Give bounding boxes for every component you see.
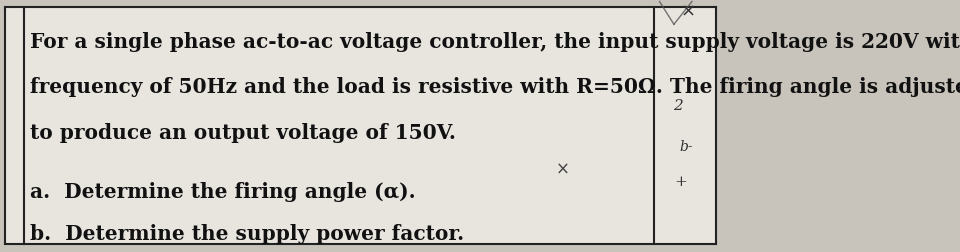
Text: 2: 2 — [673, 99, 683, 113]
Text: to produce an output voltage of 150V.: to produce an output voltage of 150V. — [31, 122, 456, 142]
FancyBboxPatch shape — [5, 8, 24, 244]
Text: b.  Determine the supply power factor.: b. Determine the supply power factor. — [31, 223, 465, 243]
FancyBboxPatch shape — [655, 8, 716, 244]
Text: frequency of 50Hz and the load is resistive with R=50Ω. The firing angle is adju: frequency of 50Hz and the load is resist… — [31, 77, 960, 97]
Text: ×: × — [681, 3, 696, 20]
FancyBboxPatch shape — [24, 8, 655, 244]
Text: a.  Determine the firing angle (α).: a. Determine the firing angle (α). — [31, 181, 416, 201]
Text: b-: b- — [680, 139, 693, 153]
Text: +: + — [675, 174, 687, 188]
Text: ×: × — [555, 160, 569, 178]
Text: For a single phase ac-to-ac voltage controller, the input supply voltage is 220V: For a single phase ac-to-ac voltage cont… — [31, 32, 960, 51]
